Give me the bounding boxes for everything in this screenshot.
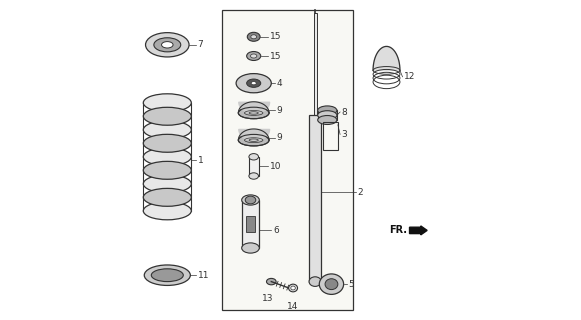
Text: 9: 9	[276, 106, 282, 115]
Ellipse shape	[251, 35, 257, 39]
Text: 8: 8	[342, 108, 347, 116]
Ellipse shape	[251, 82, 256, 85]
Bar	[249, 157, 259, 176]
Text: 1: 1	[198, 156, 203, 164]
Ellipse shape	[151, 269, 183, 282]
Ellipse shape	[145, 33, 189, 57]
FancyArrow shape	[410, 226, 427, 235]
Ellipse shape	[144, 134, 191, 152]
Bar	[324, 122, 338, 150]
Ellipse shape	[144, 265, 191, 285]
Ellipse shape	[242, 243, 259, 253]
Text: 15: 15	[270, 52, 281, 60]
Ellipse shape	[250, 54, 257, 58]
Bar	[309, 115, 321, 282]
Ellipse shape	[291, 286, 295, 290]
Ellipse shape	[144, 202, 191, 220]
Bar	[222, 10, 353, 310]
Ellipse shape	[289, 284, 297, 292]
Ellipse shape	[238, 107, 269, 119]
Text: 6: 6	[273, 226, 279, 235]
Text: 5: 5	[348, 280, 354, 289]
Bar	[318, 110, 337, 120]
Text: 2: 2	[358, 188, 363, 196]
Ellipse shape	[144, 148, 191, 166]
Ellipse shape	[144, 107, 191, 125]
Ellipse shape	[318, 106, 337, 115]
Ellipse shape	[162, 42, 173, 48]
Ellipse shape	[144, 161, 191, 179]
Text: FR.: FR.	[389, 225, 407, 236]
Text: 14: 14	[288, 302, 299, 311]
Ellipse shape	[245, 196, 256, 204]
Ellipse shape	[144, 121, 191, 139]
Ellipse shape	[309, 277, 321, 286]
Ellipse shape	[247, 79, 261, 87]
Text: 3: 3	[342, 130, 347, 139]
Text: 9: 9	[276, 133, 282, 142]
Ellipse shape	[242, 195, 259, 205]
Ellipse shape	[144, 175, 191, 193]
Ellipse shape	[247, 52, 261, 60]
Ellipse shape	[154, 38, 181, 52]
Text: 7: 7	[198, 40, 203, 49]
Ellipse shape	[238, 134, 269, 146]
Ellipse shape	[249, 154, 259, 160]
Ellipse shape	[267, 278, 276, 285]
Text: 13: 13	[263, 294, 274, 303]
Ellipse shape	[144, 94, 191, 112]
Ellipse shape	[248, 32, 260, 41]
Text: 4: 4	[276, 79, 282, 88]
Ellipse shape	[318, 111, 337, 120]
Ellipse shape	[318, 116, 337, 124]
Bar	[246, 216, 256, 232]
Bar	[242, 200, 259, 248]
Text: 12: 12	[404, 72, 415, 81]
Ellipse shape	[325, 279, 338, 290]
Polygon shape	[373, 46, 400, 70]
Text: 10: 10	[270, 162, 281, 171]
Ellipse shape	[249, 173, 259, 179]
Bar	[314, 13, 317, 115]
Ellipse shape	[144, 188, 191, 206]
Text: 11: 11	[198, 271, 209, 280]
Ellipse shape	[236, 74, 271, 93]
Ellipse shape	[320, 274, 343, 294]
Text: 15: 15	[270, 32, 281, 41]
